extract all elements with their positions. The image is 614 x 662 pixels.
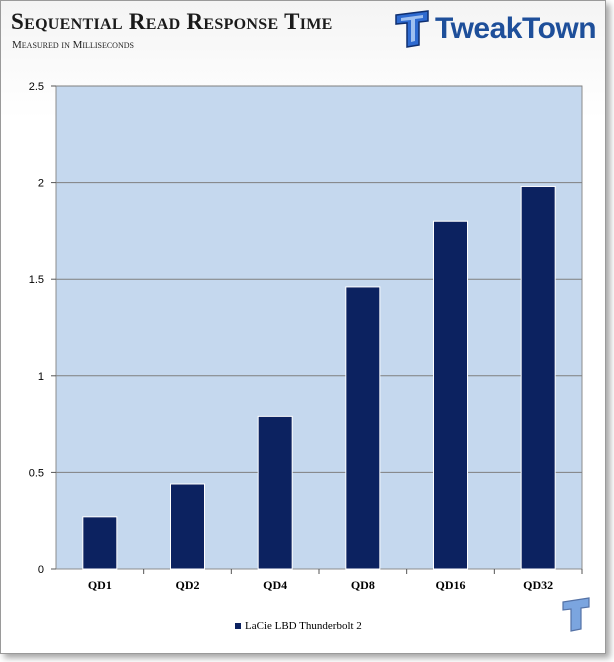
bars [82, 185, 556, 570]
tweaktown-logo-icon [395, 10, 429, 48]
tweaktown-badge-icon [562, 597, 590, 632]
bar-qd32 [520, 185, 556, 570]
x-tick-label: QD8 [351, 578, 375, 592]
chart-title: Sequential Read Response Time [11, 9, 333, 34]
x-tick-label: QD4 [263, 578, 287, 592]
y-tick-label: 2 [38, 178, 44, 190]
y-tick-label: 1 [38, 371, 44, 383]
legend: LaCie LBD Thunderbolt 2 [235, 620, 362, 632]
y-tick-label: 1.5 [29, 274, 44, 286]
x-tick-label: QD1 [88, 578, 112, 592]
y-tick-label: 0.5 [29, 467, 44, 479]
bar-qd4 [257, 415, 293, 570]
y-tick-label: 0 [38, 564, 44, 576]
chart-subtitle: Measured in Milliseconds [12, 39, 134, 51]
x-tick-label: QD32 [523, 578, 553, 592]
y-tick-label: 2.5 [29, 81, 44, 93]
y-axis: 0 0.5 1 1.5 2 2.5 [29, 81, 56, 576]
logo-text: TweakTown [435, 12, 597, 45]
bar-qd1 [82, 516, 118, 570]
x-tick-label: QD2 [176, 578, 200, 592]
gridlines [56, 85, 582, 473]
bar-chart: 0 0.5 1 1.5 2 2.5 QD1 QD2 QD4 QD8 QD16 QD32 [29, 81, 583, 592]
chart-frame: Sequential Read Response Time Measured i… [0, 0, 606, 654]
legend-swatch [235, 623, 241, 629]
bar-qd16 [433, 220, 468, 570]
plot-area [55, 85, 583, 570]
x-axis: QD1 QD2 QD4 QD8 QD16 QD32 [88, 569, 583, 592]
bar-qd2 [170, 483, 205, 570]
legend-label: LaCie LBD Thunderbolt 2 [245, 620, 362, 632]
tweaktown-logo: TweakTown [393, 9, 597, 49]
x-tick-label: QD16 [436, 578, 466, 592]
bar-qd8 [345, 286, 381, 570]
